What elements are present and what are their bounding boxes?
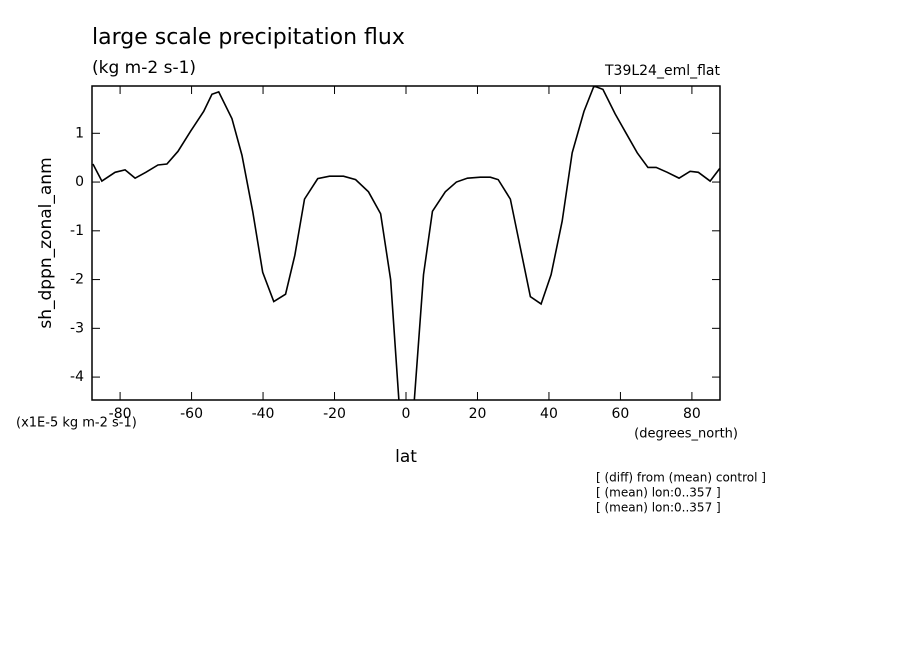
y-tick-label: 0	[75, 174, 84, 190]
note: [ (mean) lon:0..357 ]	[596, 501, 721, 515]
chart-subtitle: (kg m-2 s-1)	[92, 58, 196, 78]
x-tick-label: -80	[109, 406, 132, 422]
y-tick-label: -4	[70, 369, 84, 385]
note: [ (diff) from (mean) control ]	[596, 471, 766, 485]
y-tick-label: 1	[75, 125, 84, 141]
x-axis-label: lat	[395, 447, 417, 467]
x-tick-label: 20	[469, 406, 487, 422]
x-unit: (degrees_north)	[634, 427, 738, 442]
y-tick-label: -2	[70, 272, 84, 288]
x-tick-label: 60	[612, 406, 630, 422]
y-axis-label: sh_dppn_zonal_anm	[36, 157, 56, 328]
x-tick-label: 40	[540, 406, 558, 422]
x-tick-label: -60	[180, 406, 203, 422]
x-tick-label: 80	[683, 406, 701, 422]
y-unit: (x1E-5 kg m-2 s-1)	[16, 416, 137, 431]
note: [ (mean) lon:0..357 ]	[596, 486, 721, 500]
x-tick-label: -40	[252, 406, 275, 422]
y-tick-label: -3	[70, 320, 84, 336]
data-line	[92, 86, 720, 400]
y-tick-label: -1	[70, 223, 84, 239]
chart-title: large scale precipitation flux	[92, 25, 405, 50]
x-tick-label: -20	[323, 406, 346, 422]
run-label: T39L24_eml_flat	[604, 63, 721, 79]
x-tick-label: 0	[402, 406, 411, 422]
